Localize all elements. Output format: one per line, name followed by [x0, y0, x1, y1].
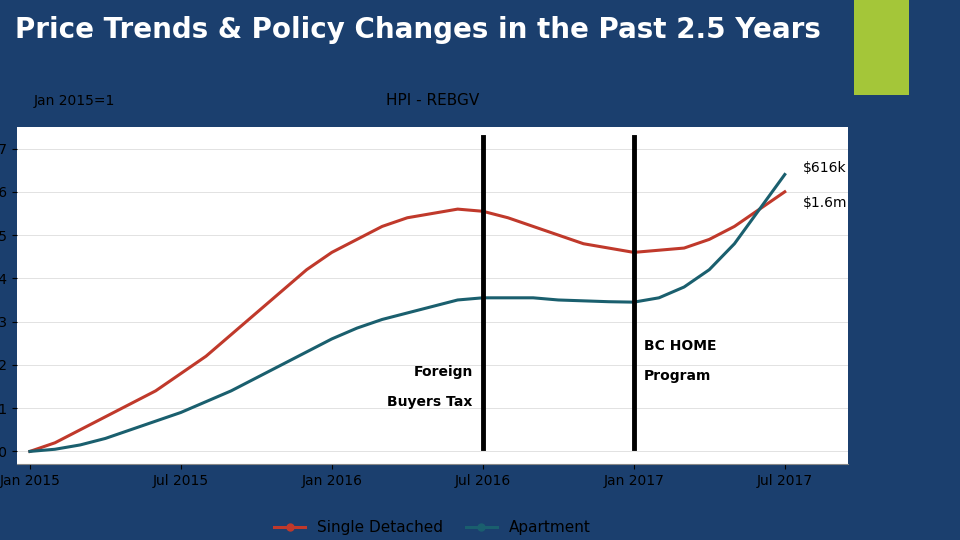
Text: BC HOME: BC HOME	[644, 339, 716, 353]
Legend: Single Detached, Apartment: Single Detached, Apartment	[268, 514, 597, 540]
Text: Jan 2015=1: Jan 2015=1	[34, 94, 115, 109]
Text: Foreign: Foreign	[414, 365, 472, 379]
Text: Source: CREA: Source: CREA	[26, 538, 110, 540]
Text: Price Trends & Policy Changes in the Past 2.5 Years: Price Trends & Policy Changes in the Pas…	[15, 16, 821, 44]
Text: $616k: $616k	[803, 161, 846, 175]
Text: $1.6m: $1.6m	[803, 195, 847, 210]
Text: Program: Program	[644, 369, 711, 383]
Text: Buyers Tax: Buyers Tax	[388, 395, 472, 409]
Text: HPI - REBGV: HPI - REBGV	[386, 93, 479, 109]
